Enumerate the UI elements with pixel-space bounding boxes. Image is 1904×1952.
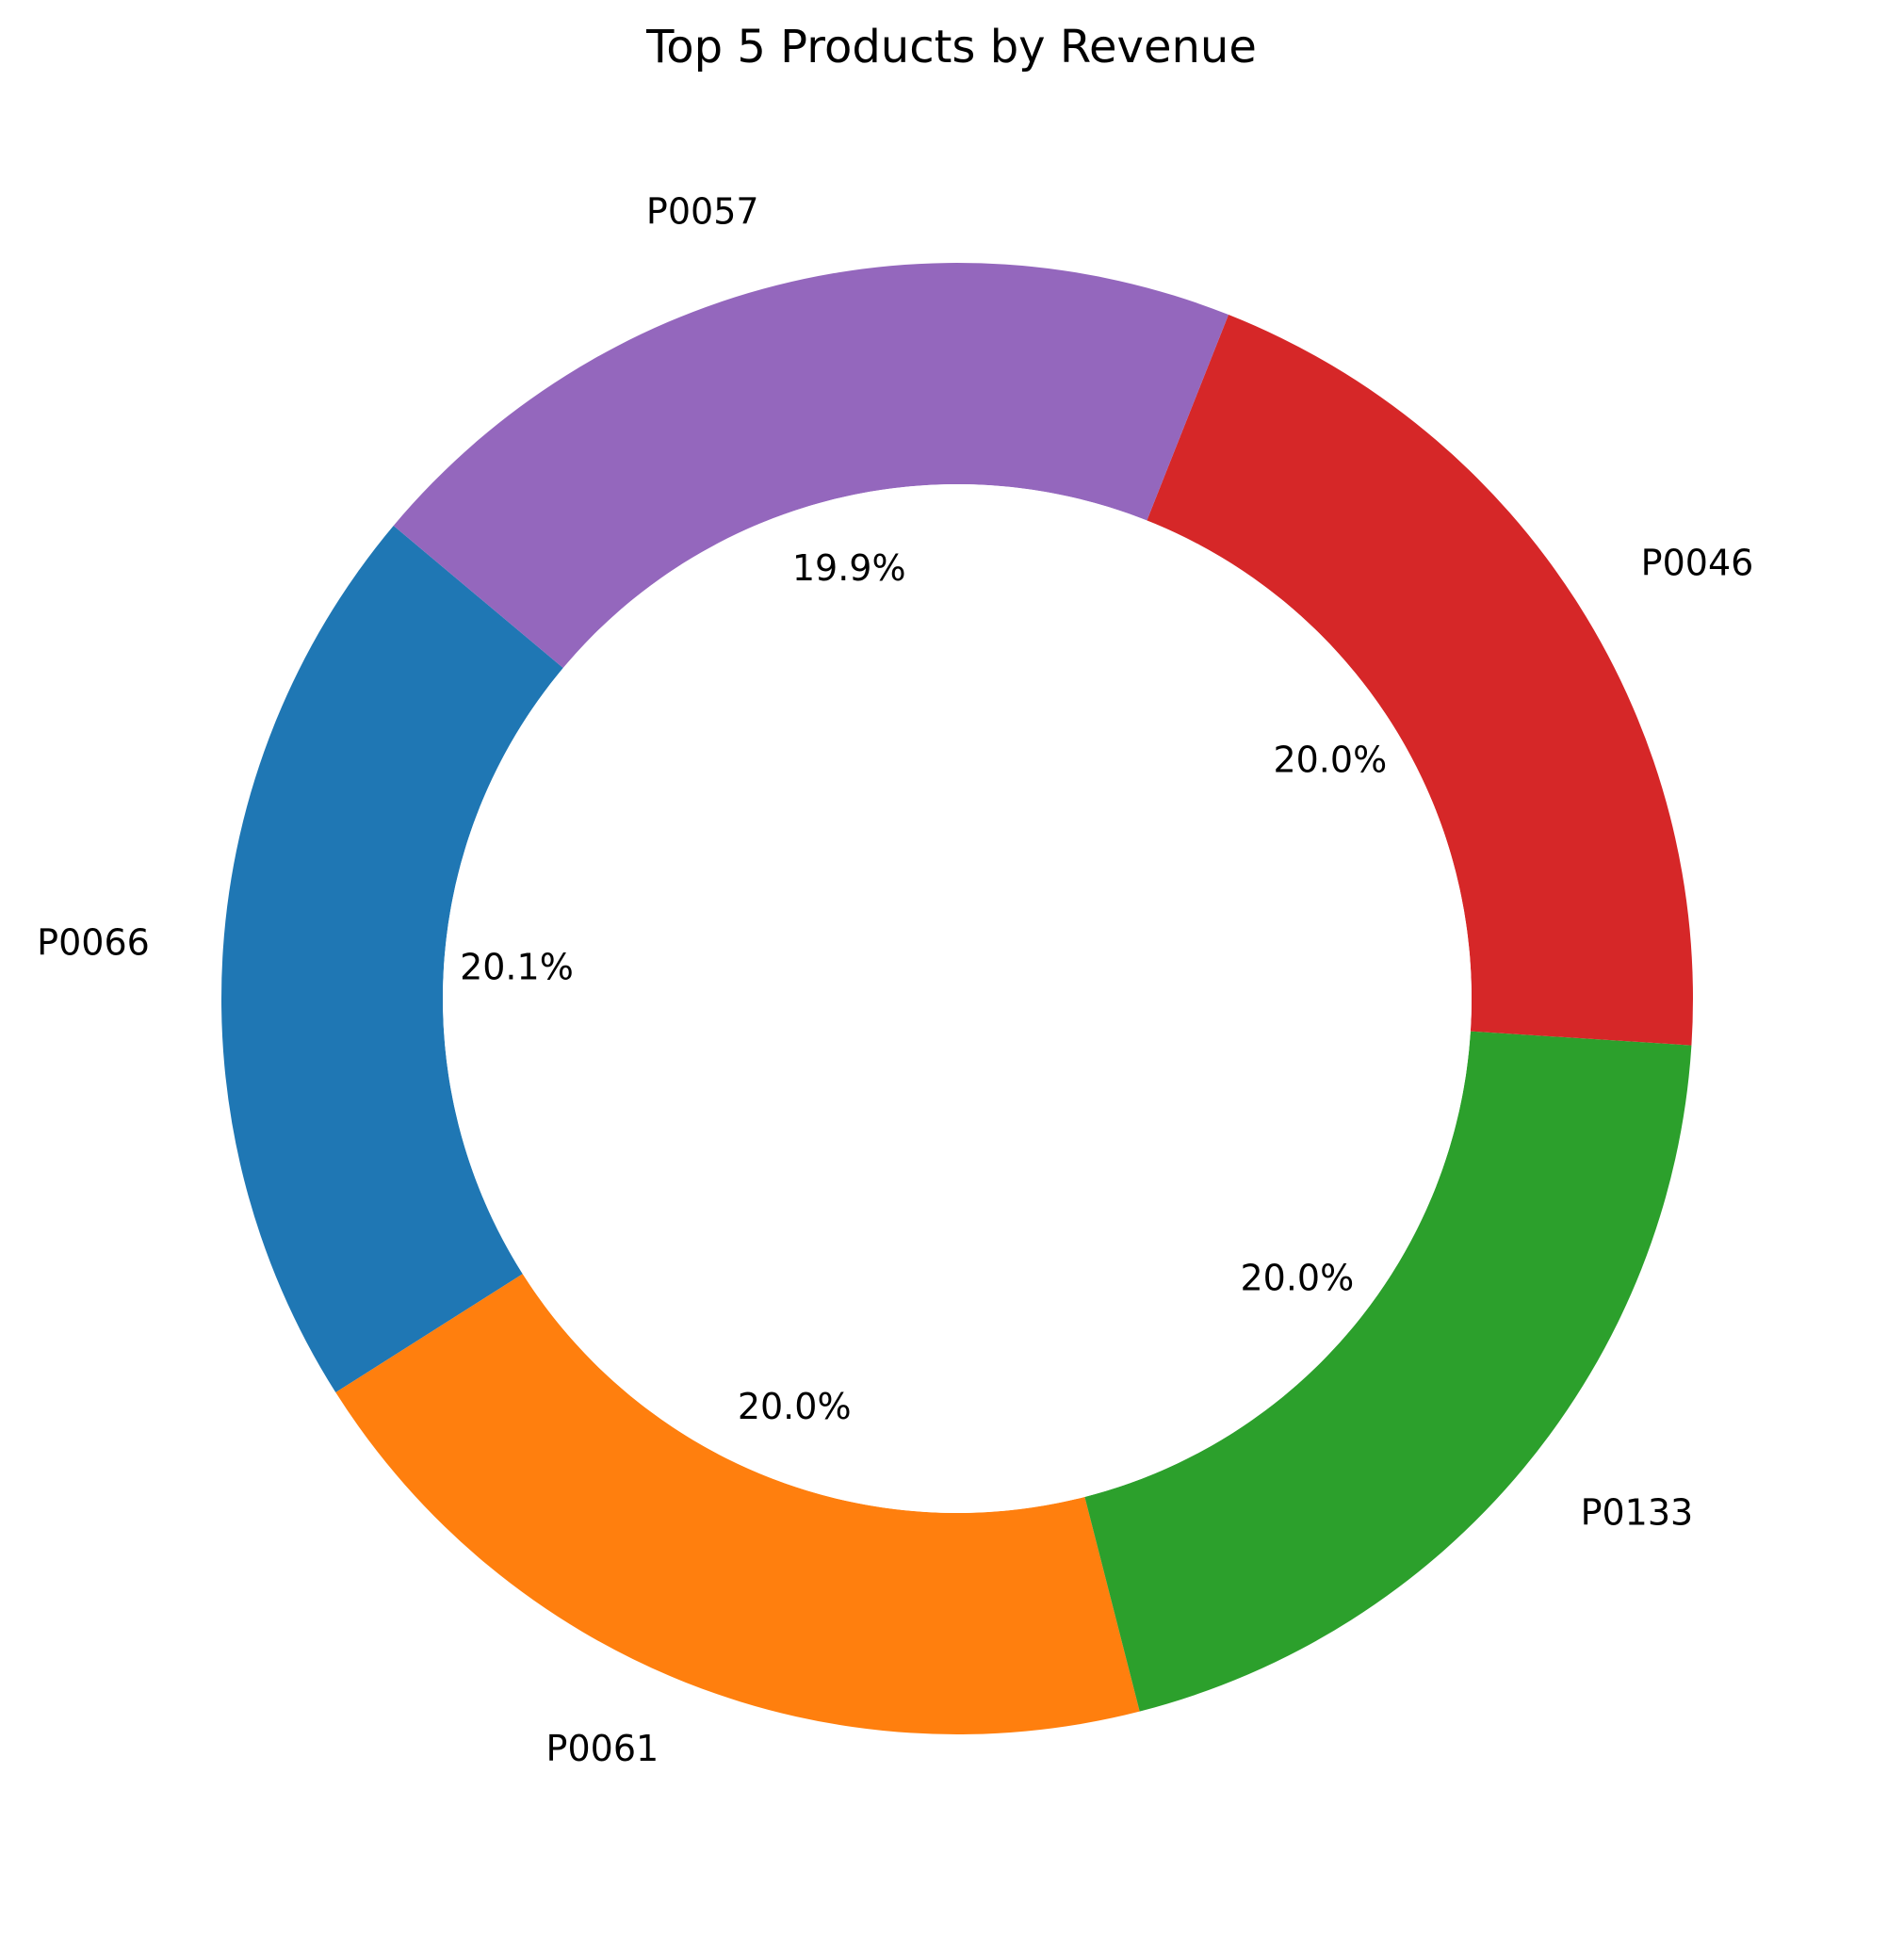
donut-hole bbox=[443, 484, 1472, 1513]
slice-label-p0133: P0133 bbox=[1581, 1492, 1694, 1534]
slice-label-p0061: P0061 bbox=[546, 1728, 659, 1769]
slice-label-p0057: P0057 bbox=[646, 191, 759, 233]
slice-labels: P0066 P0061 P0133 P0046 P0057 bbox=[37, 191, 1753, 1769]
slice-p0066 bbox=[220, 525, 563, 1393]
percent-label-p0046: 20.0% bbox=[1273, 740, 1387, 781]
chart-title: Top 5 Products by Revenue bbox=[645, 21, 1257, 73]
percent-labels: 20.1% 20.0% 20.0% 20.0% 19.9% bbox=[460, 547, 1387, 1427]
percent-label-p0133: 20.0% bbox=[1240, 1257, 1354, 1298]
percent-label-p0061: 20.0% bbox=[738, 1386, 852, 1427]
slice-p0046 bbox=[1147, 315, 1693, 1046]
slice-label-p0066: P0066 bbox=[37, 921, 150, 963]
slice-label-p0046: P0046 bbox=[1641, 543, 1754, 584]
slice-p0061 bbox=[335, 1274, 1140, 1734]
slice-p0133 bbox=[1084, 1031, 1692, 1712]
percent-label-p0066: 20.1% bbox=[460, 946, 574, 987]
percent-label-p0057: 19.9% bbox=[792, 547, 906, 589]
donut-slices bbox=[220, 262, 1693, 1734]
slice-p0057 bbox=[393, 262, 1229, 669]
